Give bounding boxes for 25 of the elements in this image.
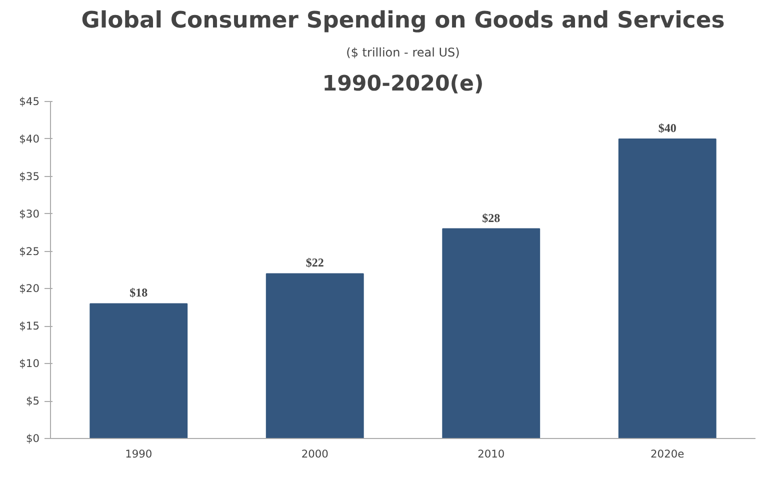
- text: 1990-2020(e): [322, 72, 484, 96]
- x-tick-label: 2010: [478, 448, 505, 460]
- y-tick-label: $0: [26, 432, 40, 445]
- bar: [90, 303, 188, 438]
- bar: [618, 138, 716, 438]
- chart-subtitle: ($ trillion - real US): [346, 46, 460, 60]
- x-tick-label: 2000: [301, 448, 329, 460]
- data-label: $40: [658, 120, 676, 135]
- y-tick-label: $15: [19, 320, 40, 333]
- y-tick-label: $10: [19, 357, 40, 370]
- bar: [442, 228, 540, 438]
- bar: [266, 273, 364, 438]
- y-tick-label: $20: [19, 282, 40, 296]
- y-tick-label: $45: [19, 95, 40, 108]
- data-label: $18: [130, 286, 148, 300]
- x-tick-label: 1990: [125, 448, 152, 460]
- y-tick-label: $30: [19, 207, 40, 220]
- chart-title: Global Consumer Spending on Goods and Services: [81, 8, 725, 34]
- data-label: $28: [482, 210, 500, 225]
- y-tick-label: $25: [19, 244, 40, 258]
- y-tick-label: $5: [26, 394, 40, 408]
- data-label: $22: [306, 256, 324, 270]
- x-tick-label: 2020e: [650, 448, 684, 460]
- y-tick-label: $35: [19, 170, 40, 183]
- y-tick-label: $40: [19, 132, 40, 146]
